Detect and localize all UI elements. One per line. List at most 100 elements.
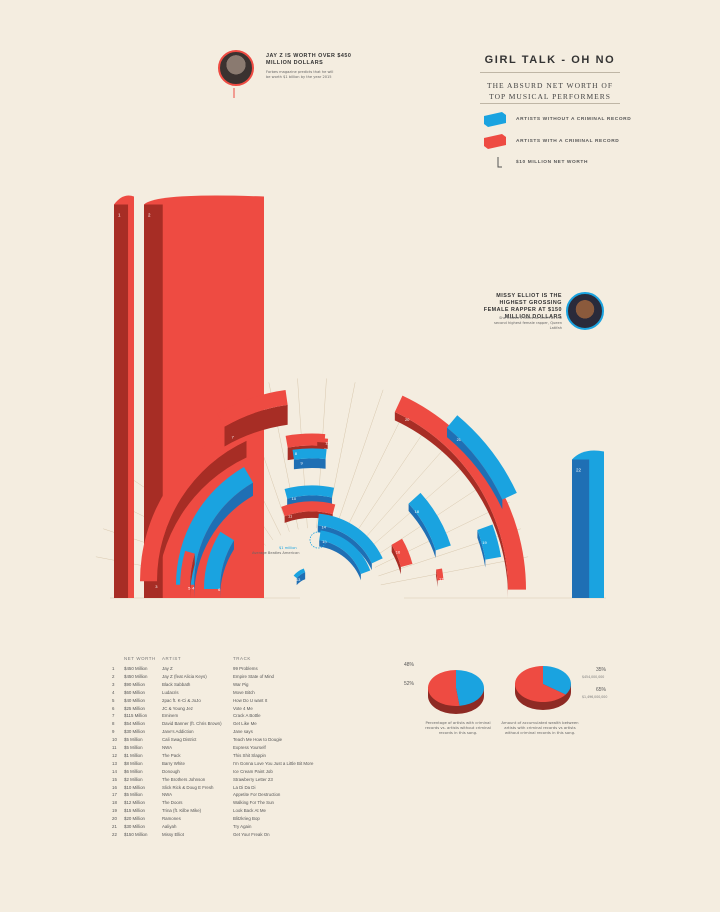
table-cell-track: La Di Da Di bbox=[233, 784, 256, 790]
table-cell-artist: Missy Elliot bbox=[162, 831, 184, 837]
arc-bar-6 bbox=[204, 531, 234, 589]
bar-label-14: 14 bbox=[321, 525, 326, 530]
table-cell-worth: $15 Million bbox=[124, 808, 145, 814]
table-cell-n: 6 bbox=[112, 705, 115, 711]
table-cell-n: 2 bbox=[112, 673, 115, 679]
table-cell-track: Strawberry Letter 23 bbox=[233, 776, 273, 782]
table-cell-worth: $6 Million bbox=[124, 768, 143, 774]
arc-bar-4-side bbox=[194, 482, 253, 598]
pie-1-label-2: 52% bbox=[404, 681, 415, 687]
guide-line bbox=[380, 556, 529, 586]
arc-bar-4 bbox=[176, 467, 253, 585]
arc-bar-14-side bbox=[317, 525, 372, 571]
table-cell-track: Get Like Me bbox=[233, 721, 257, 727]
table-cell-n: 16 bbox=[112, 784, 117, 790]
pie-2-slice-2 bbox=[515, 666, 566, 702]
table-cell-artist: NWA bbox=[162, 745, 173, 750]
arc-bar-8 bbox=[285, 433, 326, 448]
guide-line bbox=[334, 389, 384, 532]
table-cell-track: Vote 4 Me bbox=[233, 705, 253, 711]
bar-label-1: 1 bbox=[118, 213, 121, 218]
table-cell-n: 4 bbox=[112, 689, 115, 695]
arc-bar-13-side bbox=[296, 572, 306, 586]
table-header-artist: ARTIST bbox=[162, 656, 182, 661]
table-cell-worth: $25 Million bbox=[124, 705, 145, 711]
arc-bar-19-side bbox=[477, 530, 486, 568]
chart-bars bbox=[114, 195, 604, 598]
table-cell-track: Ice Cream Paint Job bbox=[233, 768, 273, 774]
pie-1-caption: Percentage of artists with criminal reco… bbox=[425, 720, 491, 735]
table-cell-worth: $2 Million bbox=[124, 776, 143, 782]
table-cell-worth: $30 Million bbox=[124, 729, 145, 735]
table-cell-n: 12 bbox=[112, 752, 117, 758]
bar-label-8: 8 bbox=[295, 451, 298, 456]
arc-bar-21-side bbox=[446, 427, 503, 510]
table-cell-artist: The Doors bbox=[162, 800, 183, 806]
title-rule bbox=[480, 72, 620, 73]
average-label: $1 million bbox=[279, 546, 297, 550]
pie-1-label-1: 48% bbox=[404, 662, 415, 668]
table-cell-worth: $90 Million bbox=[124, 681, 145, 687]
table-cell-track: 99 Problems bbox=[233, 666, 258, 671]
table-cell-worth: $10 Million bbox=[124, 784, 145, 790]
bar-label-9: 9 bbox=[300, 461, 303, 466]
table-cell-worth: $8 Million bbox=[124, 760, 143, 766]
table-cell-n: 21 bbox=[112, 824, 117, 829]
pie-2-label-1: 35% bbox=[596, 667, 607, 673]
table-cell-artist: David Banner (ft. Chris Brown) bbox=[162, 721, 222, 727]
table-cell-n: 15 bbox=[112, 776, 117, 782]
table-cell-track: Empire State of Mind bbox=[233, 673, 274, 679]
table-cell-track: Appetite For Destruction bbox=[233, 792, 281, 798]
table-cell-worth: $5 Million bbox=[124, 737, 143, 743]
table-cell-n: 19 bbox=[112, 808, 117, 814]
table-cell-artist: JC & Young Jez bbox=[162, 705, 193, 711]
table-cell-n: 9 bbox=[112, 729, 115, 735]
bar-label-6: 6 bbox=[218, 587, 221, 592]
table-cell-worth: $40 Million bbox=[124, 697, 145, 703]
table-cell-track: Move Bitch bbox=[233, 689, 255, 695]
chart-subtitle: THE ABSURD NET WORTH OF TOP MUSICAL PERF… bbox=[486, 81, 614, 101]
table-cell-n: 22 bbox=[112, 831, 117, 837]
table-cell-n: 14 bbox=[112, 768, 117, 774]
bar-1-side bbox=[114, 204, 129, 598]
table-cell-track: Teach Me How to Dougie bbox=[233, 737, 283, 743]
bar-label-17: 17 bbox=[439, 576, 444, 581]
table-header-worth: NET WORTH bbox=[124, 656, 156, 661]
table-cell-worth: $5 Million bbox=[124, 792, 143, 798]
table-cell-track: Try Again bbox=[233, 824, 252, 829]
arc-bar-12 bbox=[317, 437, 329, 443]
table-cell-artist: Aaliyah bbox=[162, 824, 177, 829]
table-cell-artist: Ludacris bbox=[162, 689, 179, 695]
subtitle-rule bbox=[480, 103, 620, 104]
arc-bar-10 bbox=[284, 485, 335, 499]
table-cell-worth: $20 Million bbox=[124, 816, 145, 822]
pie-charts bbox=[428, 666, 571, 714]
arc-bar-7-side bbox=[224, 404, 288, 447]
table-cell-track: Crack A Bottle bbox=[233, 713, 261, 719]
table-cell-worth: $5 Million bbox=[124, 745, 143, 750]
arc-bar-3 bbox=[140, 425, 247, 582]
table-cell-artist: 2pac ft. K-Ci & JoJo bbox=[162, 697, 201, 703]
table-cell-track: Express Yourself bbox=[233, 745, 266, 750]
arc-bar-12-side bbox=[317, 441, 328, 449]
arc-bar-18 bbox=[408, 492, 451, 551]
decorations bbox=[233, 88, 327, 549]
table-cell-worth: $150 Million bbox=[124, 831, 148, 837]
table-cell-artist: Jane's Addiction bbox=[162, 729, 194, 735]
jayz-callout-title: JAY Z IS WORTH OVER $450 MILLION DOLLARS bbox=[266, 53, 352, 66]
pie-1-slice-1 bbox=[456, 670, 485, 706]
legend-label-without: ARTISTS WITHOUT A CRIMINAL RECORD bbox=[516, 117, 632, 122]
table-cell-worth: $30 Million bbox=[124, 824, 145, 829]
arc-bar-13 bbox=[293, 568, 306, 579]
table-cell-n: 3 bbox=[112, 681, 115, 687]
table-cell-worth: $60 Million bbox=[124, 689, 145, 695]
table-cell-track: Look Back At Me bbox=[233, 808, 266, 814]
bar-label-3: 3 bbox=[155, 584, 158, 589]
bar-22-side bbox=[572, 459, 590, 598]
legend-scale-mark bbox=[497, 157, 502, 168]
arc-bar-5 bbox=[180, 550, 195, 588]
pie-2-slice-1 bbox=[543, 666, 571, 695]
bar-label-20: 20 bbox=[405, 417, 410, 422]
